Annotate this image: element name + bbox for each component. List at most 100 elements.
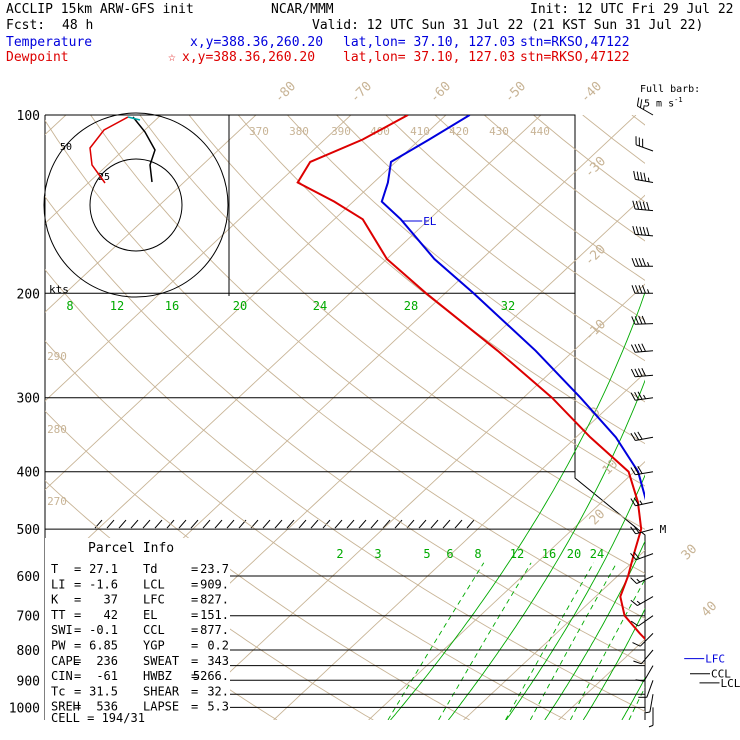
wind-barb-flag xyxy=(635,226,640,235)
parcel-cell: 151. xyxy=(200,608,229,622)
mixing-ratio-line xyxy=(529,562,618,720)
parcel-cell: = xyxy=(191,577,198,591)
hatch-mark xyxy=(286,519,295,529)
isotherm-line xyxy=(558,638,645,720)
parcel-cell: 5.3 xyxy=(207,700,229,714)
moist-adiabat-line xyxy=(699,115,740,720)
hatch-mark xyxy=(226,519,235,529)
isotherm-label: -70 xyxy=(348,79,375,106)
theta-label: 430 xyxy=(489,125,509,138)
dewpoint-latlon: lat,lon= 37.10, 127.03 xyxy=(343,50,516,65)
dewpoint-star-icon: ☆ xyxy=(168,50,176,65)
parcel-level-label: EL xyxy=(423,215,437,228)
parcel-cell: SHEAR xyxy=(143,684,180,698)
moist-adiabat-line xyxy=(390,291,645,720)
wind-barb-flag xyxy=(647,177,650,182)
moist-adiabat-line xyxy=(660,115,740,720)
theta-label: 370 xyxy=(249,125,269,138)
parcel-cell: -0.1 xyxy=(89,623,118,637)
parcel-level-label: CCL xyxy=(711,668,731,681)
parcel-cell: SREH xyxy=(51,700,80,714)
wind-barb-flag xyxy=(637,343,643,352)
wind-barb-staff xyxy=(643,665,654,682)
hodograph-trace-cyan xyxy=(127,116,141,121)
wind-barb-flag xyxy=(635,200,640,210)
hatch-mark xyxy=(118,519,127,529)
parcel-cell: HWBZ xyxy=(143,669,172,683)
isotherm-label: -80 xyxy=(272,79,299,106)
wind-barb-flag xyxy=(630,620,639,627)
parcel-cell: 343 xyxy=(207,654,229,668)
parcel-cell: CAPE xyxy=(51,654,80,668)
pressure-tick-label: 600 xyxy=(17,570,40,585)
wind-barb-flag xyxy=(642,201,646,211)
wind-barb-flag xyxy=(630,498,636,506)
wind-barb-flag xyxy=(639,201,643,210)
dry-adiabat-line xyxy=(188,115,645,487)
moist-adiabat-label: 8 xyxy=(66,299,73,313)
theta-label: 280 xyxy=(47,423,67,436)
hodograph-inner-ring xyxy=(89,158,183,252)
theta-label: 440 xyxy=(530,125,550,138)
dewpoint-legend-label: Dewpoint xyxy=(6,50,69,65)
wind-barb-flag xyxy=(632,225,636,235)
wind-barb-flag xyxy=(636,600,641,605)
parcel-cell: Td xyxy=(143,562,157,576)
dry-adiabat-line xyxy=(45,269,645,712)
wind-barb-staff xyxy=(635,208,654,212)
wind-barb-flag xyxy=(637,368,643,377)
parcel-cell: 877. xyxy=(200,623,229,637)
hatch-mark xyxy=(202,519,211,529)
barb-key-units: 5 m s-1 xyxy=(644,96,683,110)
wind-barb-flag xyxy=(633,466,640,475)
isotherm-line xyxy=(45,115,352,402)
wind-barb-flag xyxy=(642,258,646,267)
hatch-mark xyxy=(310,519,319,529)
parcel-cell: 42 xyxy=(104,608,118,622)
temperature-station: stn=RKSO,47122 xyxy=(520,35,630,50)
wind-barb-staff xyxy=(634,323,654,325)
dry-adiabat-line xyxy=(484,115,645,242)
parcel-cell: = xyxy=(74,700,81,714)
dry-adiabat-line xyxy=(681,115,740,720)
wind-barb-flag xyxy=(637,431,643,440)
temperature-series-line xyxy=(380,115,645,501)
hatch-mark xyxy=(346,519,355,529)
hatch-mark xyxy=(130,519,139,529)
parcel-cell: LCL xyxy=(143,577,165,591)
isotherm-label: 10 xyxy=(600,457,622,479)
wind-barb-flag xyxy=(636,171,640,181)
isotherm-line xyxy=(273,372,645,720)
wind-barb-flag xyxy=(630,368,636,378)
parcel-cell: K xyxy=(51,593,59,607)
parcel-cell: = xyxy=(191,562,198,576)
moist-adiabat-label: 12 xyxy=(110,299,124,313)
parcel-cell: 31.5 xyxy=(89,684,118,698)
wind-barb-flag xyxy=(640,172,643,181)
dry-adiabat-line xyxy=(139,115,645,530)
wind-barb-flag xyxy=(633,660,642,665)
hatch-mark xyxy=(274,519,283,529)
hodograph-inset: 25 50 kts xyxy=(43,112,230,298)
wind-barb-flag xyxy=(646,201,650,211)
mixing-ratio-line xyxy=(672,563,740,720)
dry-adiabat-line xyxy=(730,115,740,720)
parcel-cell: LI xyxy=(51,577,65,591)
parcel-cell: = xyxy=(74,684,81,698)
wind-barb-flag xyxy=(647,289,650,294)
hodograph-outer-ring xyxy=(43,112,229,298)
wind-barb-flag xyxy=(630,526,637,535)
isotherm-label: -60 xyxy=(427,79,454,106)
theta-label: 270 xyxy=(47,495,67,508)
hodograph-units-label: kts xyxy=(49,283,69,296)
mixing-ratio-label: 24 xyxy=(590,547,604,561)
parcel-cell: TT xyxy=(51,608,65,622)
dewpoint-station: stn=RKSO,47122 xyxy=(520,50,630,65)
parcel-cell: = xyxy=(74,577,81,591)
theta-label: 410 xyxy=(410,125,430,138)
hatch-mark xyxy=(382,519,391,529)
parcel-cell: 6.85 xyxy=(89,639,118,653)
mixing-ratio-label: 8 xyxy=(474,547,481,561)
wind-barb-flag xyxy=(630,552,637,561)
isotherm-label: -50 xyxy=(502,79,529,106)
